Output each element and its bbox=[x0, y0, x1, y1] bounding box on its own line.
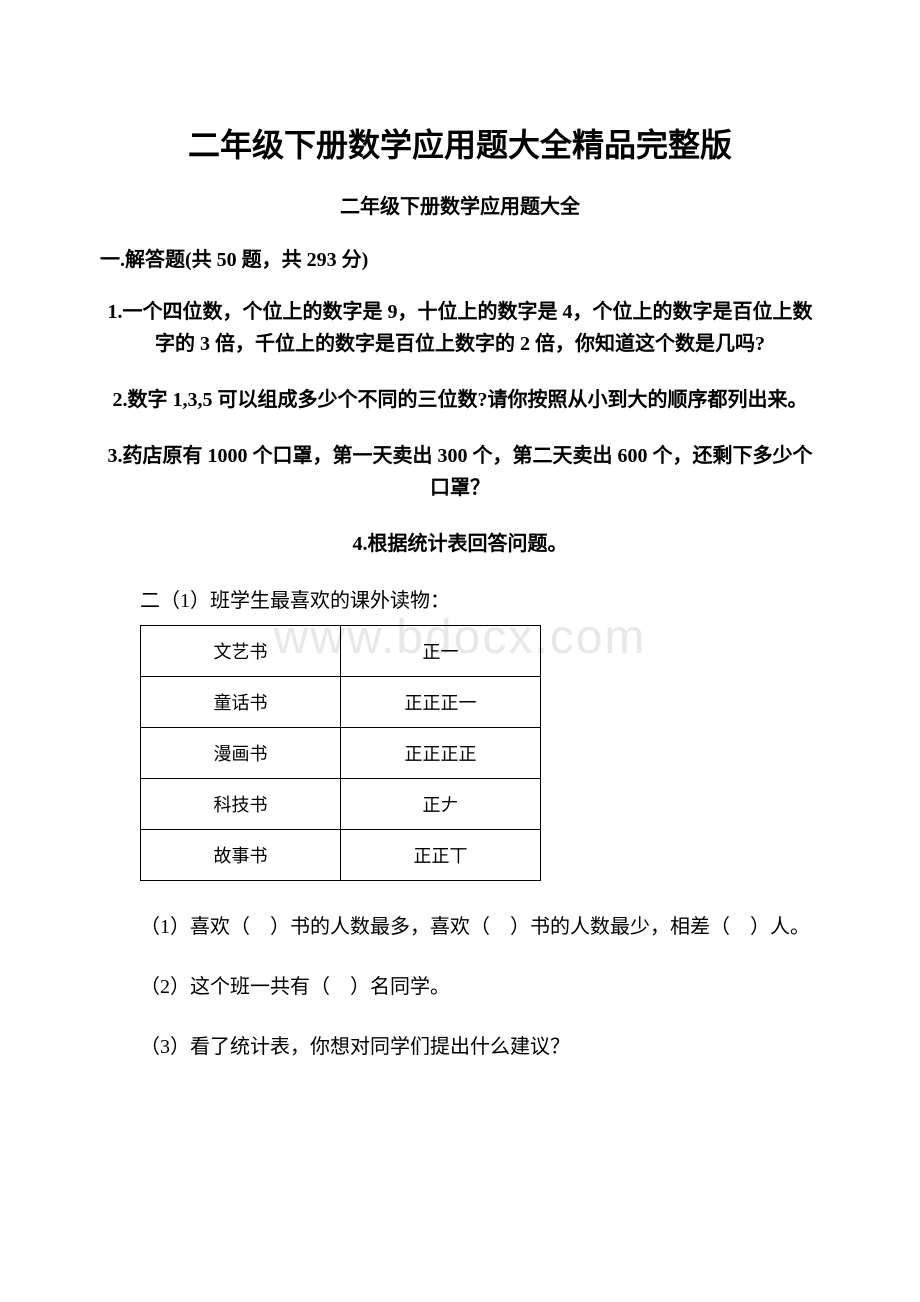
table-cell-category: 漫画书 bbox=[141, 728, 341, 779]
table-cell-tally: 正正丅 bbox=[341, 830, 541, 881]
question-3: 3.药店原有 1000 个口罩，第一天卖出 300 个，第二天卖出 600 个，… bbox=[100, 440, 820, 504]
sub-title: 二年级下册数学应用题大全 bbox=[100, 190, 820, 219]
table-row: 漫画书 正正正正 bbox=[141, 728, 541, 779]
table-row: 文艺书 正一 bbox=[141, 626, 541, 677]
table-cell-tally: 正正正一 bbox=[341, 677, 541, 728]
table-cell-category: 故事书 bbox=[141, 830, 341, 881]
table-row: 童话书 正正正一 bbox=[141, 677, 541, 728]
table-cell-tally: 正一 bbox=[341, 626, 541, 677]
table-row: 科技书 正𠂇 bbox=[141, 779, 541, 830]
sub-question-1: （1）喜欢（ ）书的人数最多，喜欢（ ）书的人数最少，相差（ ）人。 bbox=[100, 909, 820, 945]
table-cell-tally: 正正正正 bbox=[341, 728, 541, 779]
question-1: 1.一个四位数，个位上的数字是 9，十位上的数字是 4，个位上的数字是百位上数字… bbox=[100, 296, 820, 360]
sub-question-2: （2）这个班一共有（ ）名同学。 bbox=[100, 969, 820, 1005]
table-row: 故事书 正正丅 bbox=[141, 830, 541, 881]
table-cell-category: 科技书 bbox=[141, 779, 341, 830]
question-2: 2.数字 1,3,5 可以组成多少个不同的三位数?请你按照从小到大的顺序都列出来… bbox=[100, 384, 820, 416]
table-cell-category: 文艺书 bbox=[141, 626, 341, 677]
table-cell-category: 童话书 bbox=[141, 677, 341, 728]
sub-question-3: （3）看了统计表，你想对同学们提出什么建议？ bbox=[100, 1029, 820, 1065]
table-intro: 二（1）班学生最喜欢的课外读物： bbox=[100, 584, 820, 613]
section-title: 一.解答题(共 50 题，共 293 分) bbox=[100, 243, 820, 272]
question-4-title: 4.根据统计表回答问题。 bbox=[100, 528, 820, 560]
main-title: 二年级下册数学应用题大全精品完整版 bbox=[100, 120, 820, 166]
document-content: 二年级下册数学应用题大全精品完整版 二年级下册数学应用题大全 一.解答题(共 5… bbox=[100, 120, 820, 1065]
stats-table: 文艺书 正一 童话书 正正正一 漫画书 正正正正 科技书 正𠂇 故事书 正正丅 bbox=[140, 625, 541, 881]
table-cell-tally: 正𠂇 bbox=[341, 779, 541, 830]
